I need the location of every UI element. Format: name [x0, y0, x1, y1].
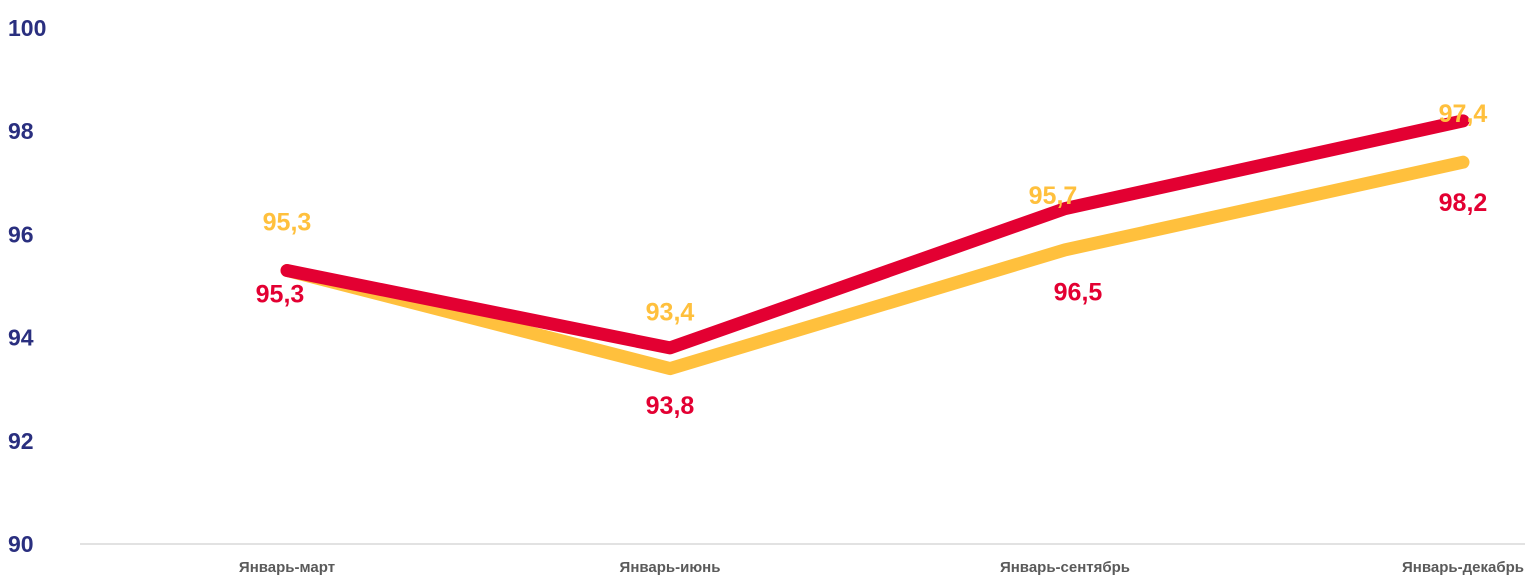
- data-label: 93,4: [646, 299, 695, 327]
- data-label: 93,8: [646, 392, 695, 420]
- x-tick-label: Январь-сентябрь: [1000, 559, 1130, 576]
- x-tick-label: Январь-июнь: [620, 559, 721, 576]
- y-axis: 90 92 94 96 98 100: [8, 15, 46, 557]
- data-label: 96,5: [1054, 279, 1103, 307]
- data-label: 95,3: [256, 281, 305, 309]
- y-tick-label: 92: [8, 428, 34, 454]
- series-lines: [280, 114, 1470, 376]
- y-tick-label: 100: [8, 15, 46, 41]
- x-axis: Январь-март Январь-июнь Январь-сентябрь Янв…: [239, 559, 1524, 576]
- data-label: 95,7: [1029, 182, 1078, 210]
- y-tick-label: 98: [8, 118, 34, 144]
- series-line-red: [280, 114, 1470, 355]
- series-line-yellow: [280, 155, 1470, 376]
- y-tick-label: 96: [8, 221, 34, 247]
- data-labels: 95,3 93,4 95,7 97,4 95,3 93,8 96,5 98,2: [256, 100, 1488, 420]
- y-tick-label: 94: [8, 325, 34, 351]
- data-label: 97,4: [1439, 100, 1488, 128]
- x-tick-label: Январь-март: [239, 559, 335, 576]
- data-label: 95,3: [263, 209, 312, 237]
- x-tick-label: Январь-декабрь: [1402, 559, 1524, 576]
- data-label: 98,2: [1439, 189, 1488, 217]
- y-tick-label: 90: [8, 531, 34, 557]
